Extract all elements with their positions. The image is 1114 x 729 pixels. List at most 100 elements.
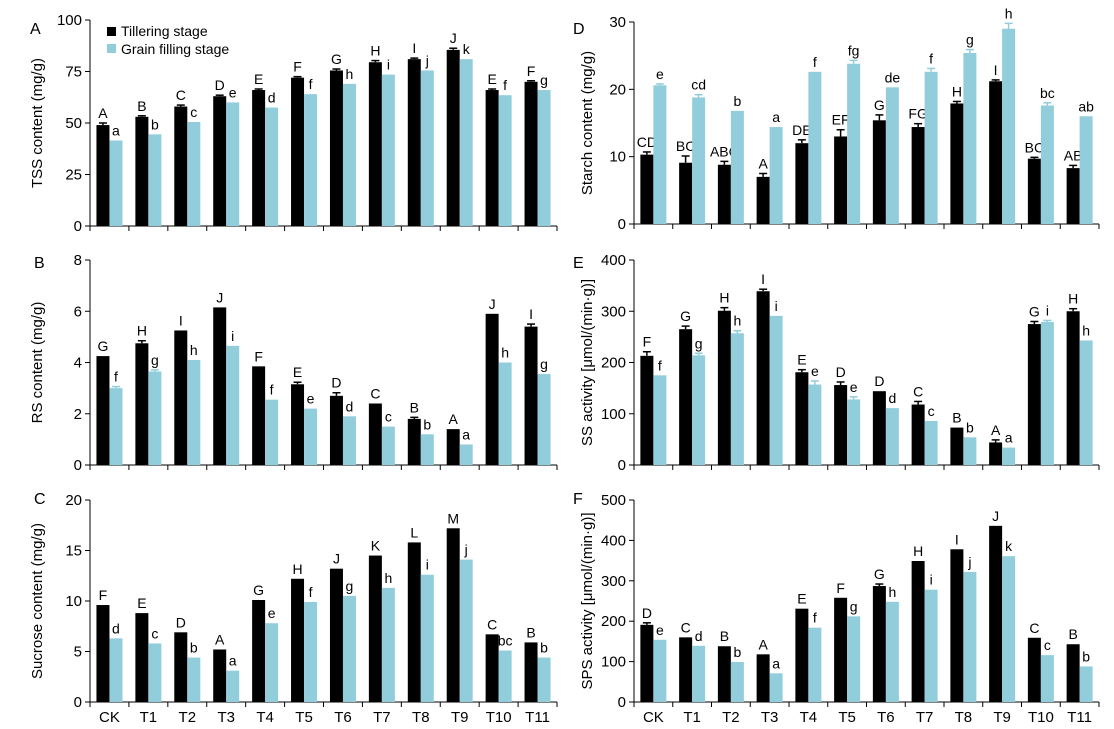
significance-label: AB — [1064, 147, 1083, 163]
bar — [640, 624, 654, 702]
bar — [109, 638, 123, 702]
significance-label: EF — [832, 112, 850, 128]
y-tick-label: 400 — [601, 532, 626, 549]
significance-label: C — [370, 386, 380, 402]
significance-label: h — [346, 66, 354, 82]
significance-label: M — [447, 510, 459, 526]
bar — [381, 587, 395, 702]
bar — [640, 154, 654, 224]
significance-label: e — [268, 605, 276, 621]
bar — [524, 81, 538, 226]
significance-label: a — [229, 653, 237, 669]
significance-label: a — [772, 109, 780, 125]
significance-label: A — [758, 636, 768, 652]
significance-label: k — [1005, 538, 1013, 554]
bar — [692, 645, 706, 702]
significance-label: D — [331, 375, 341, 391]
bar — [381, 426, 395, 465]
significance-label: BC — [676, 138, 695, 154]
significance-label: i — [1046, 302, 1049, 318]
significance-label: I — [761, 271, 765, 287]
significance-label: h — [888, 584, 896, 600]
y-axis-label: SS activity [μmol/(min·g)] — [579, 279, 596, 446]
panel-f: 0 100 200 300 400 500 F SPS activity [μmol/(min… — [573, 491, 1100, 726]
y-axis-label: RS content (mg/g) — [29, 302, 46, 424]
significance-label: j — [464, 542, 468, 558]
x-tick-label: T2 — [179, 709, 197, 726]
significance-label: D — [215, 77, 225, 93]
significance-label: F — [293, 59, 302, 75]
bar — [1079, 666, 1093, 702]
bar — [885, 408, 899, 465]
bar — [148, 371, 162, 465]
x-tick-label: T4 — [800, 709, 818, 726]
bar — [950, 549, 964, 702]
significance-label: H — [137, 323, 147, 339]
bar — [174, 330, 188, 465]
bar — [756, 654, 770, 702]
y-tick-label: 20 — [609, 81, 626, 98]
significance-label: A — [449, 411, 459, 427]
bar — [537, 374, 551, 465]
bar — [769, 127, 783, 224]
bar — [524, 642, 538, 702]
bar — [911, 404, 925, 465]
significance-label: L — [410, 524, 418, 540]
significance-label: F — [254, 348, 263, 364]
significance-label: J — [216, 289, 223, 305]
bar — [485, 313, 499, 465]
significance-label: ab — [1078, 98, 1094, 114]
bar — [381, 74, 395, 226]
bar — [304, 602, 318, 702]
x-tick-label: T5 — [838, 709, 856, 726]
significance-label: J — [450, 30, 457, 46]
bar — [692, 355, 706, 465]
y-axis-label: SPS activity [μmol/(min·g)] — [579, 512, 596, 689]
bar — [872, 391, 886, 465]
bar — [407, 542, 421, 702]
y-tick-label: 10 — [65, 593, 82, 610]
bar — [524, 326, 538, 465]
significance-label: H — [292, 561, 302, 577]
panel-letter: E — [573, 255, 584, 272]
significance-label: h — [190, 342, 198, 358]
significance-label: B — [1068, 626, 1077, 642]
significance-label: DE — [792, 122, 811, 138]
bar — [537, 90, 551, 226]
significance-label: A — [758, 156, 768, 172]
bar — [834, 385, 848, 465]
y-tick-label: 75 — [65, 64, 82, 81]
significance-label: bc — [498, 632, 513, 648]
bar — [187, 359, 201, 465]
y-tick-label: 20 — [65, 492, 82, 509]
bar — [291, 77, 305, 227]
panel-letter: D — [573, 21, 585, 38]
significance-label: i — [930, 572, 933, 588]
bar — [174, 632, 188, 702]
bar — [368, 403, 382, 465]
y-tick-label: 4 — [74, 355, 82, 372]
significance-label: b — [733, 93, 741, 109]
bar — [1066, 168, 1080, 224]
significance-label: cd — [691, 77, 706, 93]
bar — [1002, 556, 1016, 702]
bar — [872, 120, 886, 224]
significance-label: c — [928, 403, 935, 419]
panel-letter: B — [34, 255, 45, 272]
significance-label: d — [346, 398, 354, 414]
bar — [226, 345, 240, 465]
x-tick-label: CK — [99, 709, 120, 726]
y-tick-label: 5 — [74, 644, 82, 661]
significance-label: E — [797, 591, 806, 607]
legend-swatch-grain-filling — [107, 44, 116, 53]
y-tick-label: 100 — [57, 12, 82, 29]
significance-label: I — [994, 62, 998, 78]
bar — [950, 427, 964, 465]
bar — [872, 586, 886, 702]
bar — [1066, 311, 1080, 465]
significance-label: fg — [848, 42, 860, 58]
y-tick-label: 100 — [601, 654, 626, 671]
bar — [109, 140, 123, 226]
significance-label: c — [190, 104, 197, 120]
significance-label: f — [503, 77, 507, 93]
